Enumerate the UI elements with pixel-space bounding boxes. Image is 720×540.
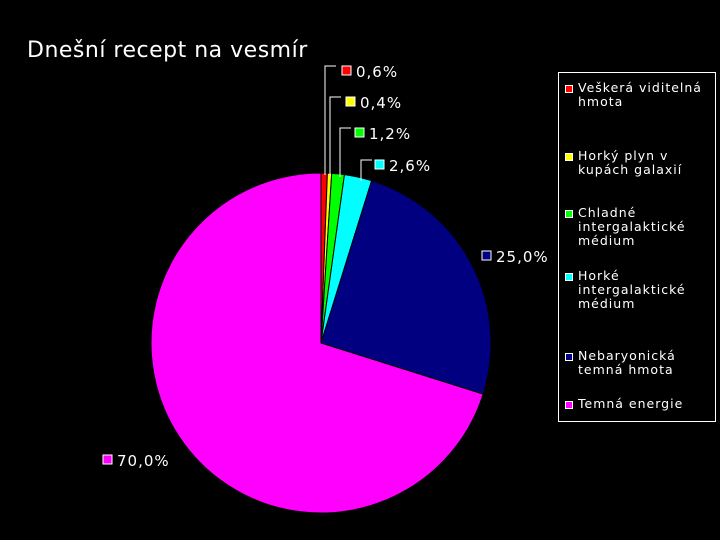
leader-line-3 (339, 127, 351, 177)
legend-swatch-6 (565, 401, 573, 409)
legend-label-1: Veškerá viditelná hmota (578, 80, 702, 109)
data-label-3: 1,2% (369, 125, 411, 143)
data-label-swatch-5 (481, 250, 492, 261)
legend-swatch-4 (565, 273, 573, 281)
data-label-swatch-1 (341, 65, 352, 76)
data-label-4: 2,6% (389, 157, 431, 175)
legend-label-2: Horký plyn v kupách galaxií (578, 148, 683, 177)
leader-line-4 (360, 159, 372, 181)
data-label-swatch-2 (345, 96, 356, 107)
legend-label-5: Nebaryonická temná hmota (578, 348, 676, 377)
data-label-swatch-4 (374, 159, 385, 170)
legend-swatch-5 (565, 353, 573, 361)
legend-label-4: Horké intergalaktické médium (578, 268, 686, 311)
data-label-2: 0,4% (360, 94, 402, 112)
data-label-6: 70,0% (117, 452, 170, 470)
pie-slice-5 (320, 180, 492, 395)
data-label-1: 0,6% (356, 63, 398, 81)
legend-swatch-2 (565, 153, 573, 161)
chart-title: Dnešní recept na vesmír (27, 38, 308, 63)
legend-swatch-3 (565, 210, 573, 218)
data-label-swatch-6 (102, 454, 113, 465)
pie-slice-6 (150, 172, 484, 514)
legend-label-6: Temná energie (578, 396, 684, 411)
legend-label-3: Chladné intergalaktické médium (578, 205, 686, 248)
data-label-5: 25,0% (496, 248, 549, 266)
legend-swatch-1 (565, 85, 573, 93)
leader-line-2 (329, 96, 341, 175)
legend: Veškerá viditelná hmota Horký plyn v kupá… (558, 72, 716, 422)
data-label-swatch-3 (354, 127, 365, 138)
leader-line-1 (324, 65, 336, 175)
